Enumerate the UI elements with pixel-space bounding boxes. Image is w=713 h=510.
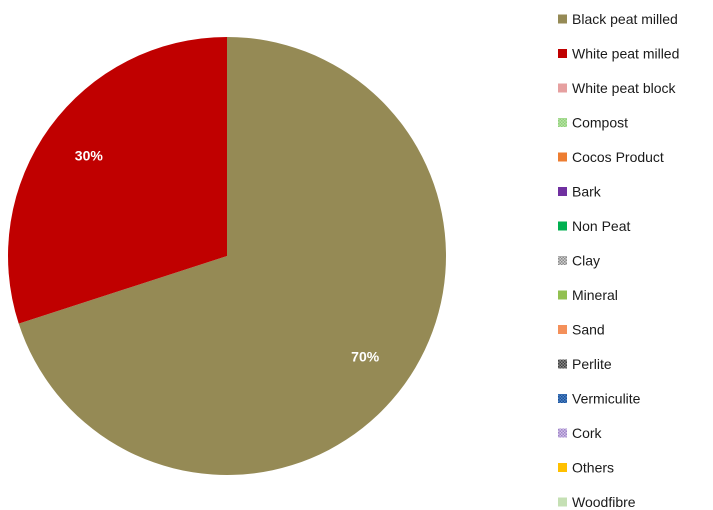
legend-swatch-vermiculite — [558, 394, 567, 403]
legend-item-compost: Compost — [558, 115, 628, 131]
legend-item-non-peat: Non Peat — [558, 218, 630, 234]
legend-label-cork: Cork — [572, 425, 603, 441]
legend: Black peat milled White peat milled White … — [558, 11, 679, 510]
legend-label-perlite: Perlite — [572, 356, 612, 372]
legend-swatch-woodfibre — [558, 497, 567, 507]
slice-labels: 70% 30% — [75, 148, 380, 365]
legend-item-cork: Cork — [558, 425, 603, 441]
legend-swatch-clay — [558, 256, 567, 265]
legend-swatch-bark — [558, 187, 567, 196]
pie-slice-white-peat-milled — [8, 37, 227, 324]
legend-label-clay: Clay — [572, 253, 600, 269]
pie-slices — [8, 37, 447, 475]
legend-swatch-perlite — [558, 359, 567, 369]
legend-label-mineral: Mineral — [572, 287, 618, 303]
legend-swatch-cork — [558, 428, 567, 438]
legend-item-others: Others — [558, 460, 614, 476]
legend-swatch-white-peat-block — [558, 83, 567, 93]
legend-label-woodfibre: Woodfibre — [572, 494, 636, 510]
slice-label-black-peat-milled: 70% — [351, 348, 380, 364]
legend-item-woodfibre: Woodfibre — [558, 494, 636, 510]
legend-label-cocos-product: Cocos Product — [572, 149, 664, 165]
legend-swatch-others — [558, 463, 567, 472]
legend-label-non-peat: Non Peat — [572, 218, 630, 234]
legend-item-white-peat-block: White peat block — [558, 80, 676, 96]
legend-item-vermiculite: Vermiculite — [558, 391, 641, 407]
slice-label-white-peat-milled: 30% — [75, 148, 104, 164]
legend-swatch-black-peat-milled — [558, 14, 567, 24]
legend-label-white-peat-milled: White peat milled — [572, 46, 679, 62]
legend-item-perlite: Perlite — [558, 356, 612, 372]
legend-label-vermiculite: Vermiculite — [572, 391, 641, 407]
legend-label-black-peat-milled: Black peat milled — [572, 11, 678, 27]
legend-item-mineral: Mineral — [558, 287, 618, 303]
legend-swatch-mineral — [558, 290, 567, 300]
pie-slice-black-peat-milled — [18, 37, 447, 475]
legend-swatch-cocos-product — [558, 152, 567, 162]
legend-swatch-non-peat — [558, 221, 567, 231]
legend-item-sand: Sand — [558, 322, 605, 338]
legend-label-others: Others — [572, 460, 614, 476]
legend-label-bark: Bark — [572, 184, 602, 200]
legend-label-white-peat-block: White peat block — [572, 80, 676, 96]
legend-item-bark: Bark — [558, 184, 602, 200]
legend-swatch-white-peat-milled — [558, 49, 567, 58]
legend-item-black-peat-milled: Black peat milled — [558, 11, 678, 27]
legend-item-cocos-product: Cocos Product — [558, 149, 664, 165]
legend-item-white-peat-milled: White peat milled — [558, 46, 679, 62]
legend-label-compost: Compost — [572, 115, 628, 131]
legend-swatch-compost — [558, 118, 567, 127]
legend-swatch-sand — [558, 325, 567, 334]
legend-item-clay: Clay — [558, 253, 600, 269]
legend-label-sand: Sand — [572, 322, 605, 338]
